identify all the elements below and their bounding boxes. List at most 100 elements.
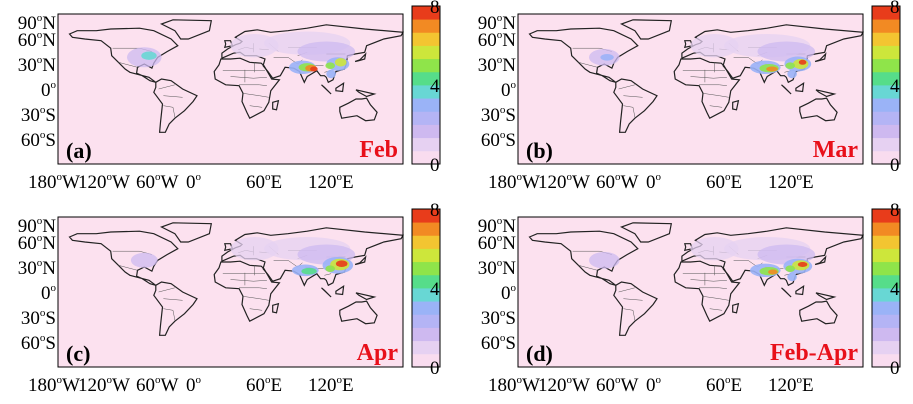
country-border (163, 95, 183, 98)
x-tick-label: 0o (646, 171, 661, 193)
colorbar-segment (872, 314, 900, 328)
colorbar (412, 6, 440, 165)
hotspot (787, 69, 797, 79)
map-plot (517, 208, 901, 368)
colorbar-segment (412, 248, 440, 263)
y-tick-label: 0o (41, 282, 56, 304)
colorbar-tick-label: 8 (430, 200, 440, 221)
x-tick-label: 120oE (308, 374, 354, 396)
hotspot (589, 252, 620, 269)
coastline (354, 52, 367, 63)
coastline (795, 284, 805, 296)
country-border (709, 105, 723, 108)
coastline (815, 292, 837, 301)
panel-letter: (a) (66, 138, 92, 163)
hotspot (326, 69, 336, 79)
hotspot (797, 262, 808, 267)
colorbar-segment (412, 71, 440, 86)
y-tick-label: 30oN (477, 54, 516, 76)
colorbar-segment (872, 353, 900, 368)
colorbar-segment (412, 301, 440, 315)
colorbar-segment (412, 19, 440, 33)
panel-letter: (d) (526, 341, 553, 366)
colorbar-segment (872, 124, 900, 139)
x-tick-label: 180oW (28, 171, 80, 193)
hotspot (325, 265, 336, 272)
country-border (623, 298, 643, 301)
colorbar-tick-label: 4 (890, 76, 900, 97)
colorbar-tick-label: 4 (430, 76, 440, 97)
colorbar-segment (872, 261, 900, 276)
colorbar-tick-label: 8 (890, 200, 900, 221)
y-tick-label: 30oN (477, 257, 516, 279)
hotspot (768, 269, 778, 275)
country-border (118, 265, 138, 271)
country-border (239, 84, 267, 86)
hotspot (757, 41, 816, 62)
colorbar-segment (412, 340, 440, 355)
x-tick-label: 60oE (246, 171, 283, 193)
country-border (578, 62, 598, 68)
hotspot (130, 252, 158, 268)
colorbar-segment (412, 124, 440, 139)
colorbar-segment (872, 248, 900, 263)
hotspot (785, 265, 795, 272)
colorbar-segment (412, 353, 440, 368)
coastline (355, 292, 377, 301)
x-tick-label: 0o (186, 374, 201, 396)
x-tick-label: 0o (186, 171, 201, 193)
coastline (781, 84, 792, 95)
coastline (153, 78, 198, 133)
hotspot (690, 237, 739, 261)
coastline (159, 222, 213, 243)
x-tick-label: 60oW (596, 374, 639, 396)
country-border (699, 84, 727, 86)
map-plot (57, 5, 441, 165)
colorbar (872, 6, 900, 165)
y-tick-label: 60oN (17, 232, 56, 254)
coastline (799, 300, 838, 325)
y-tick-label: 30oS (480, 104, 516, 126)
x-tick-label: 60oE (706, 374, 743, 396)
y-tick-label: 60oN (477, 232, 516, 254)
country-border (623, 95, 643, 98)
colorbar-segment (872, 98, 900, 112)
map-background (58, 217, 403, 367)
country-border (578, 265, 598, 271)
country-border (699, 287, 727, 289)
x-tick-label: 60oW (596, 171, 639, 193)
country-border (690, 279, 727, 282)
coastline (732, 99, 740, 111)
colorbar-segment (412, 32, 440, 46)
colorbar-segment (872, 235, 900, 249)
coastline (335, 81, 345, 93)
hotspot (301, 267, 317, 275)
y-tick-label: 30oS (20, 104, 56, 126)
map-frame (57, 13, 404, 165)
map-background (518, 217, 863, 367)
colorbar-segment (872, 288, 900, 302)
colorbar-segment (412, 222, 440, 236)
x-tick-label: 180oW (488, 374, 540, 396)
y-tick-label: 60oS (480, 332, 516, 354)
country-border (249, 105, 263, 108)
colorbar-segment (412, 45, 440, 60)
colorbar-segment (412, 288, 440, 302)
colorbar-tick-label: 0 (430, 155, 440, 176)
y-tick-label: 90oN (17, 215, 56, 237)
coastline (213, 57, 281, 120)
coastline (159, 19, 213, 40)
colorbar-frame (871, 208, 901, 368)
colorbar-frame (411, 208, 441, 368)
colorbar-segment (872, 137, 900, 152)
x-tick-label: 120oE (768, 374, 814, 396)
x-tick-label: 180oW (28, 374, 80, 396)
colorbar-segment (412, 58, 440, 73)
coastline (339, 300, 378, 325)
x-tick-label: 60oE (706, 171, 743, 193)
hotspot (766, 66, 778, 72)
hotspot (798, 59, 807, 65)
x-tick-label: 120oW (538, 374, 590, 396)
colorbar-segment (412, 235, 440, 249)
colorbar-segment (872, 32, 900, 46)
